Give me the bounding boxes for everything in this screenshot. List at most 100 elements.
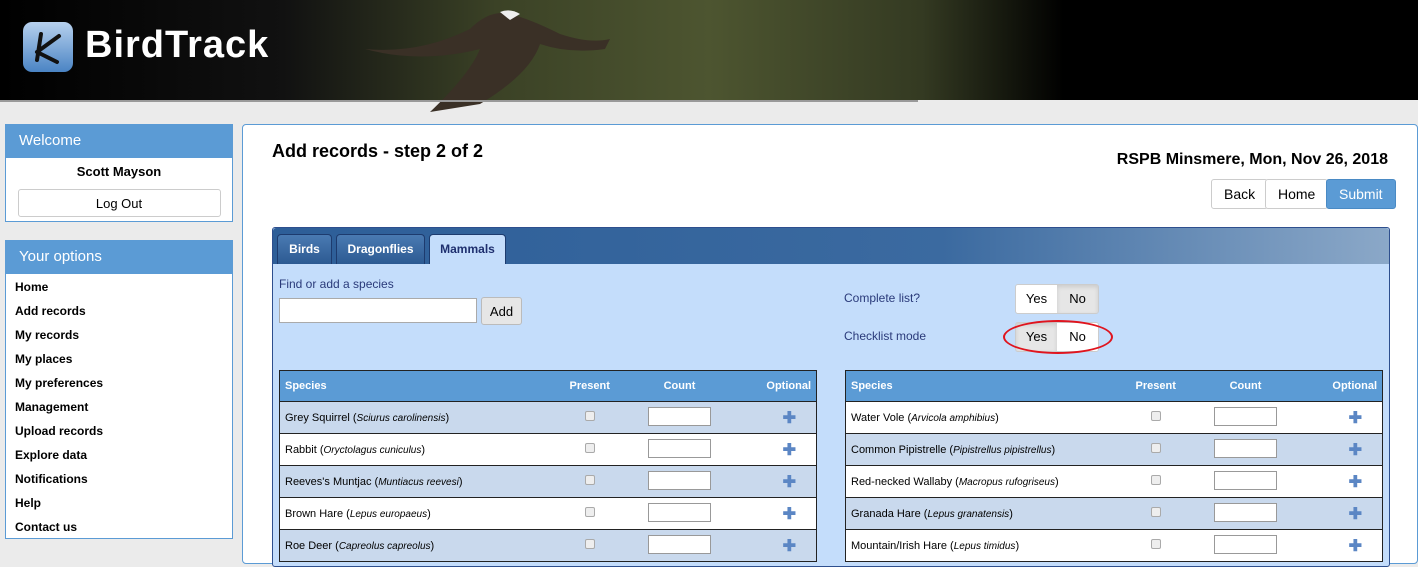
col-species: Species [279,370,565,402]
table-row: Rabbit (Oryctolagus cuniculus) ✚ [279,433,817,466]
user-name: Scott Mayson [76,164,162,179]
log-out-button[interactable]: Log Out [17,189,221,217]
species-cell: Roe Deer (Capreolus capreolus) [279,529,565,562]
table-row: Grey Squirrel (Sciurus carolinensis) ✚ [279,401,817,434]
species-cell: Rabbit (Oryctolagus cuniculus) [279,433,565,466]
count-input[interactable] [1214,406,1277,426]
col-species: Species [845,370,1131,402]
count-input[interactable] [648,502,711,522]
present-checkbox[interactable] [584,443,595,453]
species-name: Roe Deer [285,539,333,552]
tab-mammals[interactable]: Mammals [429,234,506,264]
find-species-input[interactable] [279,298,477,323]
records-panel: Birds Dragonflies Mammals Find or add a … [272,227,1390,567]
scientific-name: Muntiacus reevesi [378,476,459,488]
complete-list-yes[interactable]: Yes [1016,285,1057,313]
count-input[interactable] [648,406,711,426]
nav-item[interactable]: Upload records [15,424,104,438]
scientific-name: Pipistrellus pipistrellus [953,444,1052,456]
table-header: Species Present Count Optional [279,370,817,402]
present-checkbox[interactable] [584,507,595,517]
birdtrack-logo-icon[interactable] [23,22,73,72]
plus-icon[interactable]: ✚ [1348,441,1362,459]
add-species-button[interactable]: Add [481,297,522,325]
present-checkbox[interactable] [1150,475,1161,485]
species-name: Mountain/Irish Hare [851,539,947,552]
nav-item[interactable]: Add records [15,304,86,318]
plus-icon[interactable]: ✚ [782,505,796,523]
plus-icon[interactable]: ✚ [1348,473,1362,491]
options-heading: Your options [6,241,232,274]
table-row: Mountain/Irish Hare (Lepus timidus) ✚ [845,529,1383,562]
count-input[interactable] [648,438,711,458]
plus-icon[interactable]: ✚ [782,537,796,555]
species-name: Brown Hare [285,507,344,520]
welcome-heading: Welcome [6,125,232,158]
complete-list-no[interactable]: No [1057,285,1098,313]
nav-item[interactable]: Help [15,496,42,510]
table-row: Common Pipistrelle (Pipistrellus pipistr… [845,433,1383,466]
nav-item[interactable]: My places [15,352,73,366]
plus-icon[interactable]: ✚ [1348,409,1362,427]
back-button[interactable]: Back [1211,179,1269,209]
species-name: Red-necked Wallaby [851,475,953,488]
scientific-name: Capreolus capreolus [338,540,431,552]
nav-item[interactable]: My records [15,328,80,342]
tab-dragonflies[interactable]: Dragonflies [336,234,425,264]
count-input[interactable] [648,470,711,490]
plus-icon[interactable]: ✚ [782,441,796,459]
species-name: Granada Hare [851,507,921,520]
site-header: BirdTrack [0,0,1418,112]
scientific-name: Lepus timidus [953,540,1016,552]
scientific-name: Sciurus carolinensis [356,412,446,424]
plus-icon[interactable]: ✚ [1348,537,1362,555]
species-cell: Mountain/Irish Hare (Lepus timidus) [845,529,1131,562]
welcome-box: Welcome Scott Mayson Log Out [5,124,233,222]
species-cell: Brown Hare (Lepus europaeus) [279,497,565,530]
col-count: Count [634,370,725,402]
present-checkbox[interactable] [1150,539,1161,549]
count-input[interactable] [1214,534,1277,554]
count-input[interactable] [1214,438,1277,458]
table-row: Roe Deer (Capreolus capreolus) ✚ [279,529,817,562]
present-checkbox[interactable] [584,475,595,485]
col-count: Count [1200,370,1291,402]
nav-item[interactable]: Management [15,400,89,414]
present-checkbox[interactable] [1150,411,1161,421]
nav-item[interactable]: Explore data [15,448,88,462]
checklist-mode-label: Checklist mode [844,329,927,343]
col-optional: Optional [1290,370,1383,402]
nav-item[interactable]: Notifications [15,472,88,486]
nav-item[interactable]: Contact us [15,520,78,534]
plus-icon[interactable]: ✚ [782,409,796,427]
nav-item[interactable]: My preferences [15,376,104,390]
species-name: Common Pipistrelle [851,443,947,456]
plus-icon[interactable]: ✚ [782,473,796,491]
table-header: Species Present Count Optional [845,370,1383,402]
main-panel: Add records - step 2 of 2 RSPB Minsmere,… [242,124,1418,567]
species-table-right: Species Present Count Optional Water Vole (A… [845,370,1383,562]
scientific-name: Lepus granatensis [927,508,1010,520]
complete-list-label: Complete list? [844,291,921,305]
count-input[interactable] [1214,502,1277,522]
scientific-name: Arvicola amphibius [911,412,996,424]
highlight-ring [1003,320,1113,354]
species-table-left: Species Present Count Optional Grey Squirrel… [279,370,817,562]
nav-item[interactable]: Home [15,280,49,294]
count-input[interactable] [648,534,711,554]
home-button[interactable]: Home [1265,179,1329,209]
present-checkbox[interactable] [1150,443,1161,453]
submit-button[interactable]: Submit [1326,179,1396,209]
find-species-label: Find or add a species [279,277,394,291]
present-checkbox[interactable] [584,411,595,421]
plus-icon[interactable]: ✚ [1348,505,1362,523]
table-row: Granada Hare (Lepus granatensis) ✚ [845,497,1383,530]
tab-bar: Birds Dragonflies Mammals [273,228,1389,264]
complete-list-toggle[interactable]: Yes No [1015,284,1099,314]
present-checkbox[interactable] [1150,507,1161,517]
count-input[interactable] [1214,470,1277,490]
page-title: Add records - step 2 of 2 [272,141,484,161]
present-checkbox[interactable] [584,539,595,549]
tab-birds[interactable]: Birds [277,234,332,264]
logo-text[interactable]: BirdTrack [85,24,270,66]
